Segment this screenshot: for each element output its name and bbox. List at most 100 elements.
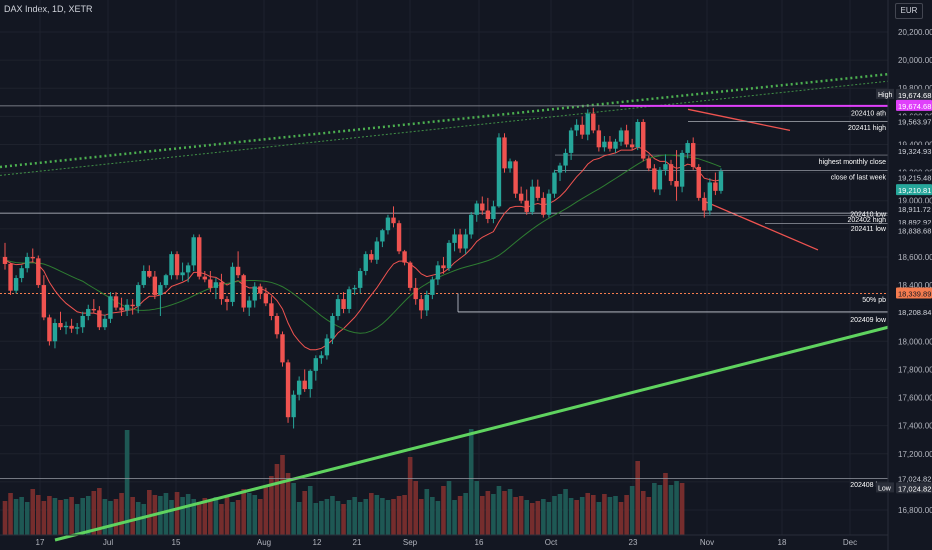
candle (13, 275, 19, 294)
volume-bar (274, 464, 280, 535)
volume-bar (324, 499, 330, 535)
x-tick-label: Aug (257, 538, 271, 547)
candle-body (158, 285, 163, 295)
badge-18838: 18,838.68 (898, 226, 931, 235)
candle-body (41, 285, 47, 318)
candle-body (446, 242, 452, 269)
candle-body (635, 121, 640, 148)
volume-bar (313, 503, 319, 535)
candle (335, 294, 341, 321)
candle (480, 196, 485, 215)
level-labels: 202410 ath 202411 high highest monthly clo… (819, 111, 887, 489)
candle-body (585, 113, 590, 135)
candle (463, 228, 468, 255)
candle (247, 296, 252, 316)
candle (169, 251, 174, 280)
volume-bar (108, 501, 113, 535)
candle (613, 138, 618, 153)
candle-body (291, 394, 296, 418)
candle-body (13, 278, 19, 291)
currency-button[interactable]: EUR (895, 3, 923, 19)
candle (30, 248, 35, 263)
candle-body (247, 300, 252, 308)
candle (568, 127, 574, 160)
volume-bar (241, 489, 246, 535)
candle (241, 273, 246, 312)
low-tag: Low (878, 485, 892, 492)
volume-bar (579, 497, 585, 535)
candle-body (97, 310, 102, 328)
candle-body (136, 285, 141, 307)
candle (280, 331, 285, 367)
candle-body (169, 254, 174, 276)
candle-body (380, 230, 385, 242)
candle (552, 169, 557, 198)
candle (502, 133, 507, 173)
badge-19563-bg (896, 115, 932, 127)
candle (663, 154, 668, 176)
candle-body (352, 287, 357, 290)
candle-body (602, 141, 607, 148)
candle-body (74, 327, 80, 329)
candle-body (574, 124, 579, 131)
y-tick-label: 19,400.00 (898, 140, 932, 149)
volume-bar (480, 496, 485, 535)
volume-bar (319, 501, 324, 535)
candle-body (491, 206, 496, 219)
candle (130, 299, 135, 315)
volume-bar (36, 495, 41, 535)
candle-body (197, 237, 202, 277)
candle (296, 376, 302, 401)
candle (269, 296, 274, 321)
volume-bar (235, 500, 241, 535)
volume-bar (58, 500, 63, 535)
candle-body (47, 317, 52, 342)
volume-bar (380, 498, 385, 535)
50pct-pb-label: 50% pb (862, 297, 886, 304)
candle-body (252, 286, 257, 301)
volume-bar (302, 491, 307, 535)
candle (446, 240, 452, 271)
volume-bar (52, 498, 58, 535)
volume-bar (452, 500, 457, 535)
candle (158, 282, 163, 316)
candle (607, 136, 613, 152)
candle (441, 256, 446, 274)
volume-bar (657, 485, 663, 535)
x-tick-label: 23 (629, 538, 638, 547)
candle-body (63, 325, 69, 328)
candle (596, 124, 602, 152)
y-tick-label: 20,200.00 (898, 28, 932, 37)
candle-body (113, 296, 119, 308)
candle (385, 214, 391, 235)
volume-bar (474, 481, 480, 535)
202402-high-label: 202402 high (847, 217, 886, 224)
candle (513, 159, 518, 198)
candle-body (235, 266, 241, 276)
candle-body (419, 299, 424, 311)
candle-body (624, 130, 629, 145)
candle (496, 133, 502, 208)
dotted-trend-upper (0, 80, 889, 176)
volume-bar (119, 493, 124, 535)
candles (2, 107, 724, 429)
candle (252, 282, 257, 308)
volume-bar (485, 491, 491, 535)
volume-bar (202, 498, 208, 535)
badge-17024: 17,024.82 (898, 474, 931, 483)
x-tick-label: 12 (313, 538, 322, 547)
202410-ath-label: 202410 ath (851, 111, 886, 118)
candle (585, 109, 590, 141)
candle (563, 148, 568, 173)
x-tick-label: 17 (36, 538, 45, 547)
volume-bar (529, 503, 535, 535)
badge-19215: 19,215.48 (898, 173, 931, 182)
candle-body (147, 271, 152, 277)
candle-body (391, 217, 396, 224)
candle-body (36, 258, 41, 286)
high-value-badge: 19,674.68 (898, 91, 931, 100)
volume-bar (330, 496, 335, 535)
candle-body (541, 197, 546, 215)
candle-body (713, 182, 718, 191)
